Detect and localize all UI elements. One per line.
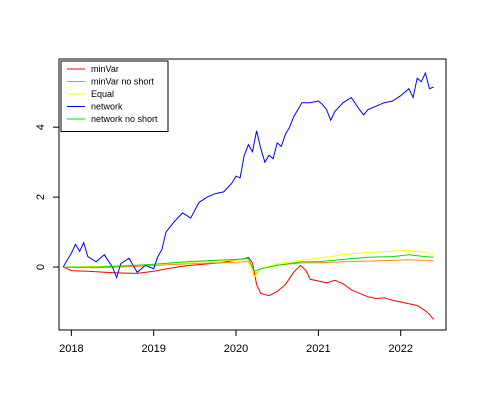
series-layer <box>62 71 434 320</box>
y-tick-label-1: 2 <box>35 194 47 200</box>
series-line-2 <box>63 249 434 279</box>
legend-label-4: network no short <box>91 114 158 124</box>
x-tick-label-1: 2019 <box>141 343 165 355</box>
legend-box <box>60 60 169 132</box>
axis-layer: 2018 2019 2020 2021 2022 0 2 4 <box>35 124 413 355</box>
series-line-0 <box>62 256 434 320</box>
legend-label-1: minVar no short <box>91 77 154 87</box>
x-tick-label-4: 2022 <box>388 343 412 355</box>
y-tick-label-0: 0 <box>35 264 47 270</box>
x-tick-label-3: 2021 <box>306 343 330 355</box>
y-tick-label-2: 4 <box>35 124 47 130</box>
x-tick-label-0: 2018 <box>59 343 83 355</box>
legend-label-2: Equal <box>91 89 114 99</box>
series-line-3 <box>62 71 434 280</box>
series-line-4 <box>63 254 434 272</box>
x-tick-label-2: 2020 <box>224 343 248 355</box>
legend-label-0: minVar <box>91 64 119 74</box>
legend-label-3: network <box>91 102 123 112</box>
legend: minVar minVar no short Equal network network… <box>60 60 169 132</box>
